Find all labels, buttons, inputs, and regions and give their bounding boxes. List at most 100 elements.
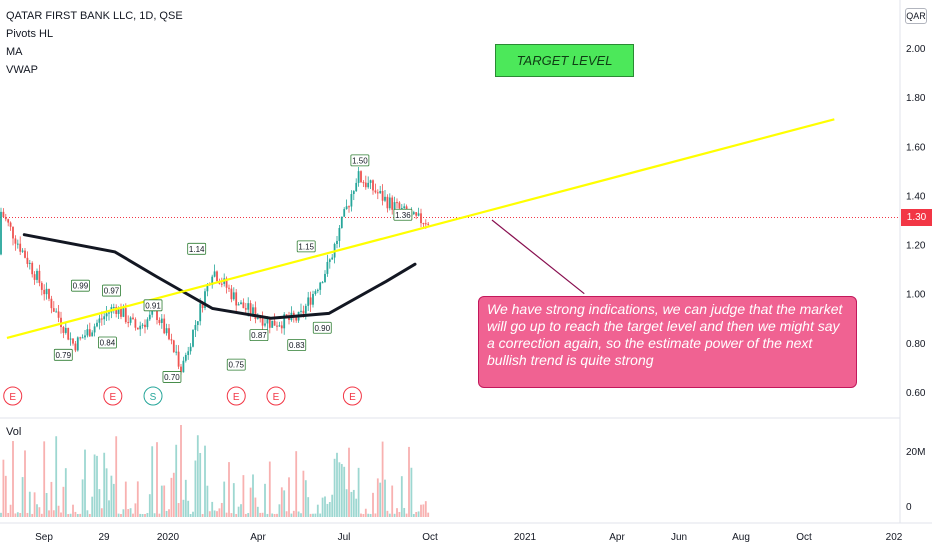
volume-bar: [206, 485, 209, 517]
volume-bar: [297, 511, 300, 517]
pivot-label: 1.15: [296, 240, 316, 253]
candle: [31, 262, 34, 275]
event-marker: E: [103, 386, 123, 406]
volume-bar: [211, 501, 214, 517]
price-tick-label: 2.00: [906, 44, 926, 55]
volume-bar: [393, 513, 396, 517]
pivot-label-text: 0.70: [164, 373, 180, 382]
volume-bar: [175, 444, 178, 517]
event-marker-circle: [226, 386, 246, 406]
volume-bar: [21, 477, 24, 517]
volume-bar: [84, 449, 86, 517]
candle: [331, 257, 334, 260]
candle: [300, 310, 302, 312]
volume-bar: [151, 446, 154, 517]
candle: [312, 293, 314, 305]
volume-bar: [220, 502, 223, 517]
pivot-labels: 0.79 0.99 0.84 0.97 0.91 0.70 1.14 0.75 0.87 0.83…: [53, 154, 413, 383]
volume-bar: [14, 513, 17, 517]
candle: [345, 206, 348, 210]
candle: [324, 273, 326, 283]
volume-bar: [213, 510, 216, 517]
candle: [403, 206, 406, 209]
candle: [338, 227, 341, 241]
price-tick-label: 0.60: [906, 388, 926, 399]
volume-bar: [302, 470, 305, 517]
target-level-label[interactable]: TARGET LEVEL: [495, 44, 634, 77]
pivot-label-text: 0.84: [100, 339, 116, 348]
candle: [93, 326, 96, 333]
candle: [367, 182, 370, 188]
time-tick-label: 2020: [157, 532, 180, 543]
event-marker: S: [143, 386, 163, 406]
pivot-label-box: [393, 208, 413, 221]
volume-bar: [139, 513, 142, 517]
volume-bar: [364, 508, 367, 517]
time-tick-label: Jul: [338, 532, 351, 543]
candle: [393, 202, 396, 210]
volume-bar: [357, 467, 360, 517]
volume-bar: [79, 513, 82, 517]
analysis-note[interactable]: We have strong indications, we can judge…: [478, 296, 857, 388]
volume-bar: [388, 513, 391, 517]
volume-bar: [415, 512, 418, 517]
candle: [98, 318, 101, 323]
pivot-label-box: [53, 348, 73, 361]
arrow-line: [491, 219, 585, 295]
volume-bar: [223, 481, 226, 517]
pivot-label-box: [102, 284, 121, 297]
candle: [204, 291, 206, 308]
volume-bar: [259, 512, 262, 517]
pivot-label: 1.14: [187, 242, 207, 255]
volume-bar: [103, 452, 106, 517]
indicator-vwap[interactable]: VWAP: [6, 64, 38, 76]
candle: [396, 202, 398, 204]
volume-bar: [141, 513, 144, 517]
volume-bar: [266, 513, 269, 517]
candle: [254, 307, 257, 320]
candle: [16, 243, 19, 245]
volume-bar: [256, 506, 259, 517]
pivot-label-box: [98, 336, 117, 349]
candle: [84, 335, 86, 338]
pivot-label-box: [350, 154, 370, 167]
pivot-label: 0.99: [71, 279, 90, 292]
candle: [4, 216, 7, 220]
volume-bar: [146, 513, 149, 517]
currency-button[interactable]: QAR: [905, 8, 927, 24]
event-marker: E: [342, 386, 362, 406]
volume-bar: [172, 472, 175, 517]
volume-bar: [360, 513, 362, 517]
volume-bar: [326, 503, 329, 517]
candle: [268, 319, 271, 328]
pivot-label-box: [187, 242, 207, 255]
indicator-ma[interactable]: MA: [6, 46, 23, 58]
pivot-label: 0.84: [98, 336, 117, 349]
candle: [170, 339, 173, 341]
volume-bar: [93, 454, 96, 517]
candle: [175, 351, 178, 353]
candle: [88, 329, 91, 337]
time-tick-label: Jun: [671, 532, 687, 543]
volume-bar: [352, 489, 355, 517]
candle: [115, 307, 118, 314]
volume-bar: [343, 466, 346, 517]
candle: [374, 190, 377, 193]
indicator-pivots[interactable]: Pivots HL: [6, 28, 54, 40]
time-tick-label: 29: [98, 532, 110, 543]
candle: [307, 297, 310, 306]
candle: [21, 250, 24, 252]
volume-bar: [38, 507, 41, 517]
candle: [38, 270, 41, 283]
event-marker-circle: [143, 386, 163, 406]
volume-label[interactable]: Vol: [6, 426, 22, 438]
candle: [350, 194, 353, 207]
candle: [276, 325, 278, 327]
volume-bar: [324, 496, 326, 517]
candle: [420, 213, 422, 224]
volume-bar: [156, 442, 158, 517]
pivot-label-text: 0.79: [55, 351, 71, 360]
candle: [343, 209, 346, 217]
